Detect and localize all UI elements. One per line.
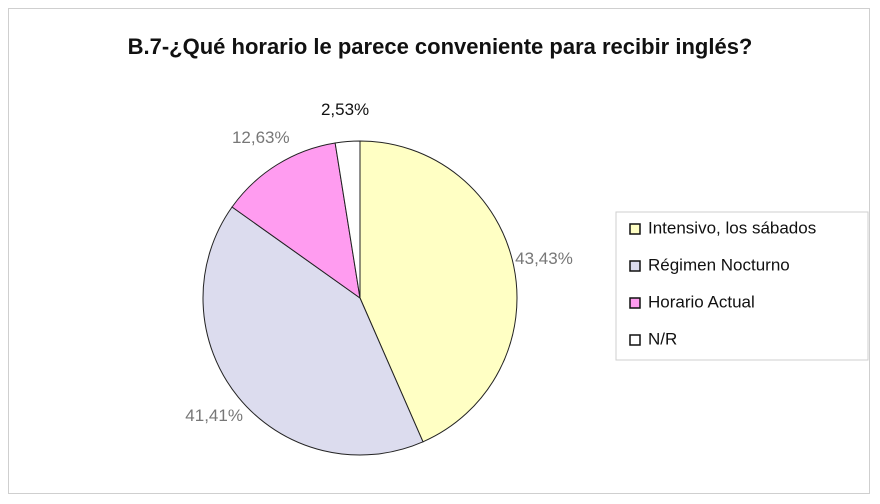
legend-label: N/R xyxy=(648,329,677,348)
data-label: 41,41% xyxy=(185,406,243,425)
legend-marker xyxy=(629,334,641,346)
legend-marker xyxy=(629,297,641,309)
data-label: 2,53% xyxy=(321,100,369,119)
pie-slice xyxy=(231,142,361,300)
data-label: 12,63% xyxy=(232,128,290,147)
pie-slice xyxy=(202,206,424,456)
legend-label: Horario Actual xyxy=(648,292,755,311)
legend-label: Intensivo, los sábados xyxy=(648,218,816,237)
chart-title: B.7-¿Qué horario le parece conveniente p… xyxy=(127,34,753,59)
pie-slice xyxy=(334,140,361,299)
legend-box xyxy=(615,211,869,361)
pie-slice xyxy=(359,140,518,443)
legend-marker xyxy=(629,223,641,235)
legend-marker xyxy=(629,260,641,272)
legend-label: Régimen Nocturno xyxy=(648,255,790,274)
chart-frame xyxy=(8,8,870,494)
data-label: 43,43% xyxy=(515,249,573,268)
